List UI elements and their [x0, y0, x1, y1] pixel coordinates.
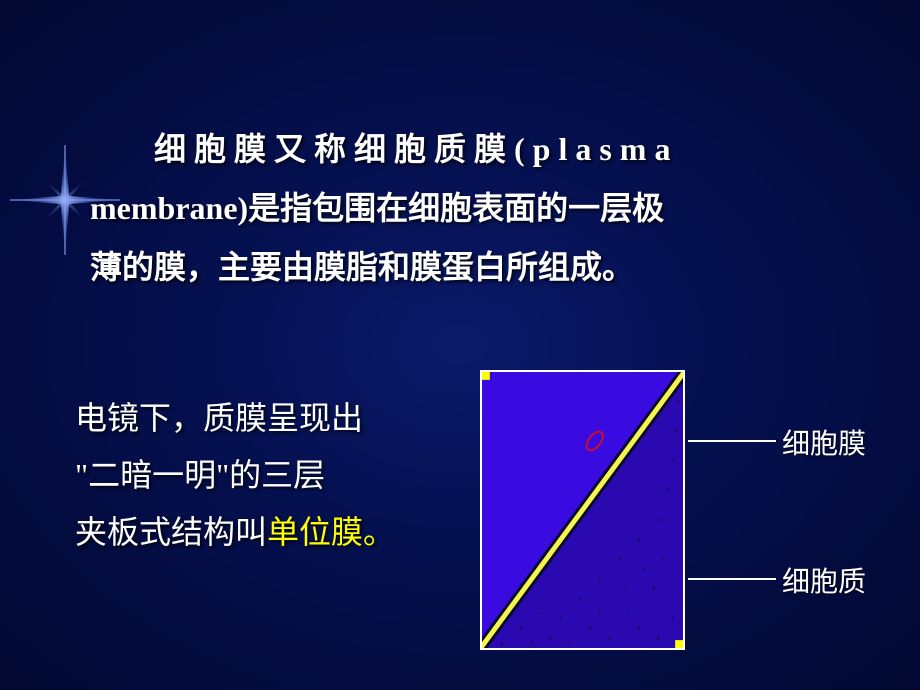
- label-cytoplasm: 细胞质: [782, 560, 866, 600]
- main-paragraph: 细胞膜又称细胞质膜(plasma membrane)是指包围在细胞表面的一层极 …: [90, 120, 860, 298]
- microscope-image: [480, 370, 685, 650]
- main-line-2: membrane)是指包围在细胞表面的一层极: [90, 190, 664, 226]
- lower-line-2: "二暗一明"的三层: [75, 457, 325, 493]
- lower-line-3-highlight: 单位膜。: [267, 514, 395, 550]
- lower-paragraph: 电镜下，质膜呈现出 "二暗一明"的三层 夹板式结构叫单位膜。: [75, 390, 455, 561]
- lower-line-3a: 夹板式结构叫: [75, 514, 267, 550]
- lower-line-1: 电镜下，质膜呈现出: [75, 400, 363, 436]
- label-line-membrane: [688, 440, 776, 442]
- label-membrane: 细胞膜: [782, 422, 866, 462]
- main-line-1: 细胞膜又称细胞质膜(plasma: [154, 131, 678, 167]
- label-line-cytoplasm: [688, 578, 776, 580]
- main-line-3: 薄的膜，主要由膜脂和膜蛋白所组成。: [90, 249, 634, 285]
- lower-region: 电镜下，质膜呈现出 "二暗一明"的三层 夹板式结构叫单位膜。: [75, 390, 880, 561]
